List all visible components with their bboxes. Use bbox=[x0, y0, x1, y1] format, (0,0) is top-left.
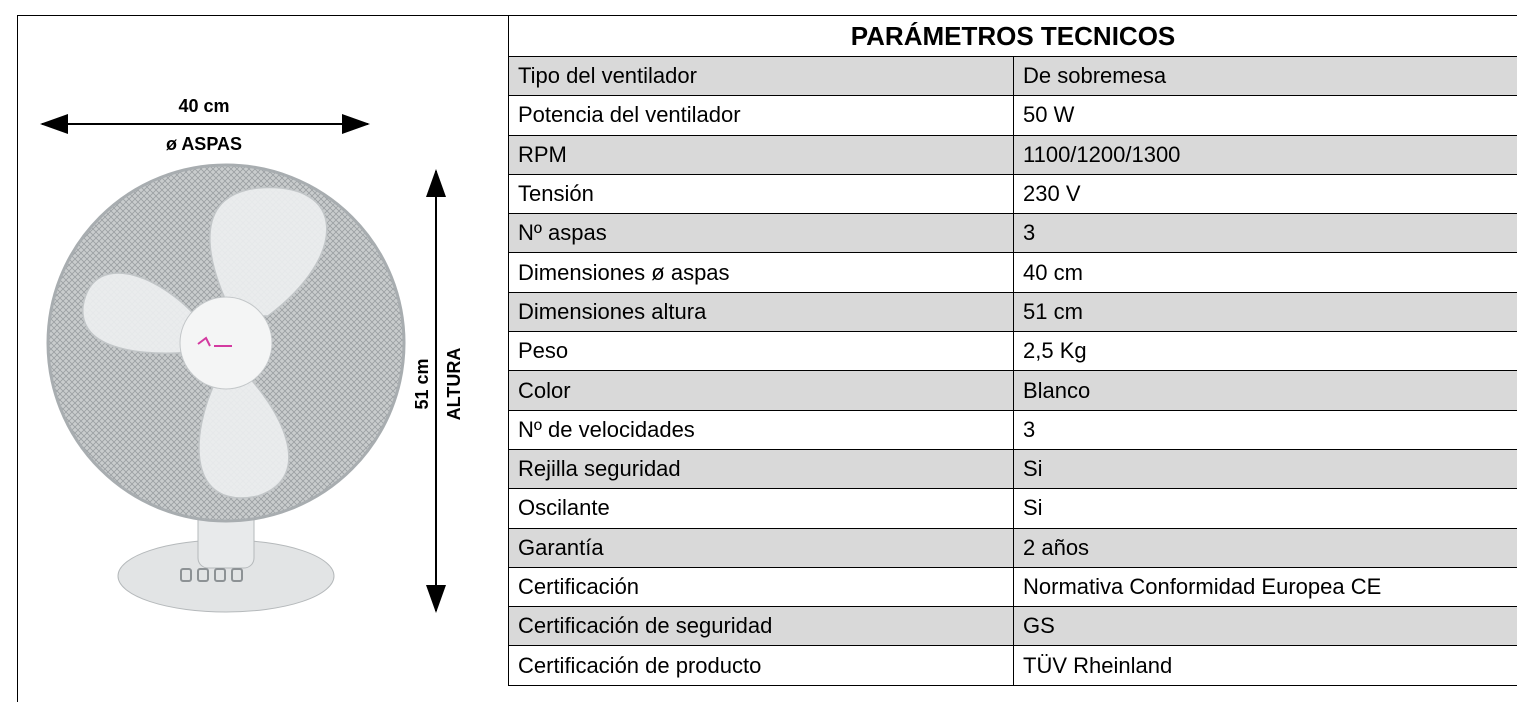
spec-name: Color bbox=[509, 371, 1014, 410]
spec-value: TÜV Rheinland bbox=[1014, 646, 1517, 685]
spec-value: Si bbox=[1014, 449, 1517, 488]
spec-value: 3 bbox=[1014, 214, 1517, 253]
spec-name: Nº de velocidades bbox=[509, 410, 1014, 449]
spec-value: GS bbox=[1014, 607, 1517, 646]
spec-name: Certificación bbox=[509, 567, 1014, 606]
spec-name: Oscilante bbox=[509, 489, 1014, 528]
spec-value: Blanco bbox=[1014, 371, 1517, 410]
spec-value: Normativa Conformidad Europea CE bbox=[1014, 567, 1517, 606]
spec-value: 230 V bbox=[1014, 174, 1517, 213]
spec-name: Tensión bbox=[509, 174, 1014, 213]
spec-name: Certificación de seguridad bbox=[509, 607, 1014, 646]
spec-name: Rejilla seguridad bbox=[509, 449, 1014, 488]
spec-name: Potencia del ventilador bbox=[509, 96, 1014, 135]
spec-value: Si bbox=[1014, 489, 1517, 528]
table-title: PARÁMETROS TECNICOS bbox=[509, 16, 1517, 57]
spec-name: Dimensiones ø aspas bbox=[509, 253, 1014, 292]
spec-value: 3 bbox=[1014, 410, 1517, 449]
fan-hub bbox=[180, 297, 272, 389]
spec-value: 51 cm bbox=[1014, 292, 1517, 331]
spec-name: Peso bbox=[509, 332, 1014, 371]
spec-value: 2 años bbox=[1014, 528, 1517, 567]
spec-name: Tipo del ventilador bbox=[509, 57, 1014, 96]
spec-name: Garantía bbox=[509, 528, 1014, 567]
width-value: 40 cm bbox=[178, 96, 229, 116]
spec-value: De sobremesa bbox=[1014, 57, 1517, 96]
spec-value: 50 W bbox=[1014, 96, 1517, 135]
spec-value: 1100/1200/1300 bbox=[1014, 135, 1517, 174]
fan-illustration: 40 cm ø ASPAS 51 cm ALTURA bbox=[18, 16, 509, 703]
width-label: ø ASPAS bbox=[166, 134, 242, 154]
spec-name: Nº aspas bbox=[509, 214, 1014, 253]
spec-name: Certificación de producto bbox=[509, 646, 1014, 685]
product-panel: 40 cm ø ASPAS 51 cm ALTURA bbox=[17, 15, 508, 702]
spec-name: RPM bbox=[509, 135, 1014, 174]
spec-value: 40 cm bbox=[1014, 253, 1517, 292]
height-label: ALTURA bbox=[444, 348, 464, 421]
height-value: 51 cm bbox=[412, 358, 432, 409]
spec-name: Dimensiones altura bbox=[509, 292, 1014, 331]
spec-value: 2,5 Kg bbox=[1014, 332, 1517, 371]
